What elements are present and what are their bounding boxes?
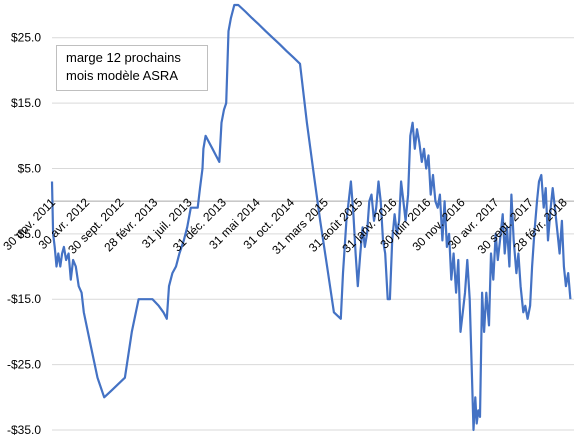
y-tick-label: -$15.0 [7, 292, 41, 306]
y-tick-label: $5.0 [18, 161, 42, 175]
y-tick-label: -$35.0 [7, 423, 41, 437]
series-line [50, 3, 572, 432]
series-layer [50, 3, 572, 432]
y-tick-label: -$5.0 [14, 227, 42, 241]
y-tick-label: $25.0 [11, 31, 41, 45]
legend-line-2: mois modèle ASRA [66, 68, 178, 83]
y-axis-tick-labels: $25.0 $15.0 $5.0 -$5.0 -$15.0 -$25.0 -$35.0 [7, 31, 41, 437]
legend: marge 12 prochains mois modèle ASRA [56, 45, 208, 91]
y-tick-label: -$25.0 [7, 358, 41, 372]
y-tick-label: $15.0 [11, 96, 41, 110]
legend-line-1: marge 12 prochains [66, 50, 181, 65]
